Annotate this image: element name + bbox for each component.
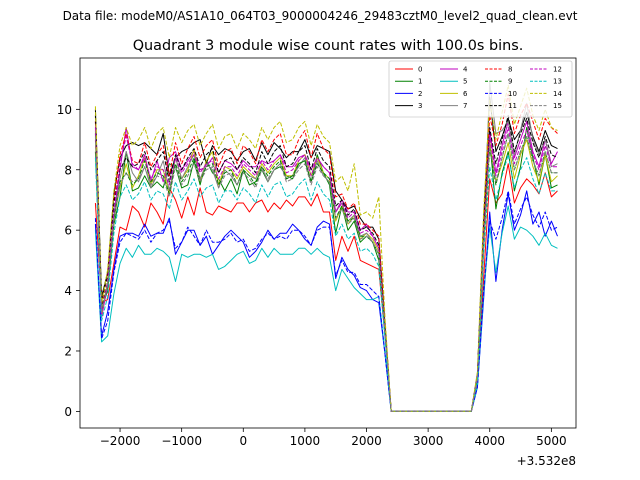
x-tick-label: −2000: [100, 434, 141, 448]
plot-lines: [94, 81, 558, 412]
legend-label-12: 12: [553, 66, 562, 74]
series-line-15: [94, 133, 558, 412]
legend-label-7: 7: [463, 102, 467, 110]
axes-frame: [79, 57, 577, 429]
x-tick-label: 4000: [474, 434, 505, 448]
legend-label-2: 2: [418, 90, 422, 98]
y-tick-label: 0: [64, 405, 72, 419]
x-axis-offset-label: +3.532e8: [517, 454, 576, 468]
legend-label-13: 13: [553, 78, 562, 86]
y-tick-label: 8: [64, 163, 72, 177]
y-tick-label: 2: [64, 344, 72, 358]
y-axis: 0 2 4 6 8 10: [57, 103, 80, 419]
figure-suptitle: Data file: modeM0/AS1A10_064T03_90000042…: [63, 9, 578, 23]
legend-label-0: 0: [418, 66, 422, 74]
chart-title: Quadrant 3 module wise count rates with …: [133, 38, 524, 54]
legend-label-14: 14: [553, 90, 562, 98]
legend-label-6: 6: [463, 90, 468, 98]
x-axis: −2000 −1000 0 1000 2000 3000 4000 5000: [100, 428, 567, 448]
legend-label-1: 1: [418, 78, 422, 86]
legend-label-4: 4: [463, 66, 468, 74]
series-line-13: [94, 154, 558, 412]
series-line-2: [94, 190, 558, 412]
legend-label-5: 5: [463, 78, 467, 86]
series-line-3: [94, 96, 558, 412]
x-tick-label: −1000: [161, 434, 202, 448]
x-tick-label: 1000: [290, 434, 321, 448]
x-tick-label: 3000: [413, 434, 444, 448]
legend-label-15: 15: [553, 102, 562, 110]
legend-label-9: 9: [508, 78, 512, 86]
x-tick-label: 5000: [536, 434, 567, 448]
x-tick-label: 0: [239, 434, 247, 448]
legend-label-11: 11: [508, 102, 517, 110]
series-line-0: [94, 163, 558, 412]
series-line-14: [94, 84, 558, 412]
y-tick-label: 6: [64, 224, 72, 238]
y-tick-label: 4: [64, 284, 72, 298]
legend-box: [388, 60, 573, 118]
legend-label-10: 10: [508, 90, 517, 98]
legend-label-3: 3: [418, 102, 422, 110]
y-tick-label: 10: [57, 103, 72, 117]
series-line-10: [94, 190, 558, 412]
legend-label-8: 8: [508, 66, 512, 74]
x-tick-label: 2000: [351, 434, 382, 448]
